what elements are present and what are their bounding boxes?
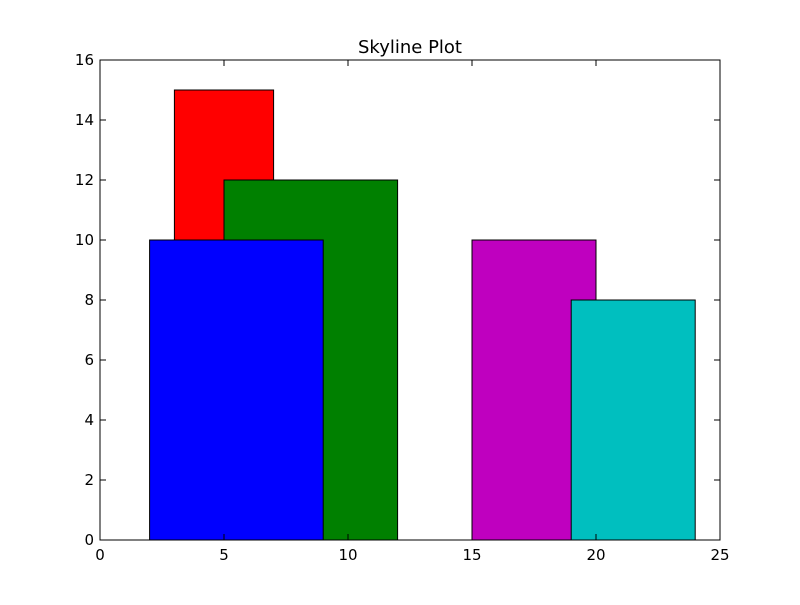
bar-4 bbox=[570, 299, 696, 541]
x-tick-label: 15 bbox=[462, 546, 481, 564]
x-tick-label: 10 bbox=[338, 546, 357, 564]
y-tick-label: 12 bbox=[75, 171, 94, 189]
x-tick-label: 20 bbox=[586, 546, 605, 564]
y-tick-label: 16 bbox=[75, 51, 94, 69]
bar-2 bbox=[149, 239, 324, 541]
ticks-layer bbox=[99, 59, 721, 541]
y-tick-label: 8 bbox=[84, 291, 94, 309]
x-tick-label: 0 bbox=[95, 546, 105, 564]
y-tick-label: 14 bbox=[75, 111, 94, 129]
x-tick-label: 25 bbox=[710, 546, 729, 564]
y-tick-label: 2 bbox=[84, 471, 94, 489]
chart-title: Skyline Plot bbox=[358, 37, 462, 58]
y-tick-labels: 0 2 4 6 8 10 12 14 16 bbox=[75, 51, 94, 549]
y-tick-label: 10 bbox=[75, 231, 94, 249]
x-tick-labels: 0 5 10 15 20 25 bbox=[95, 546, 729, 564]
x-tick-label: 5 bbox=[219, 546, 229, 564]
y-tick-label: 6 bbox=[84, 351, 94, 369]
y-tick-label: 0 bbox=[84, 531, 94, 549]
y-tick-label: 4 bbox=[84, 411, 94, 429]
bars-layer bbox=[149, 89, 696, 541]
